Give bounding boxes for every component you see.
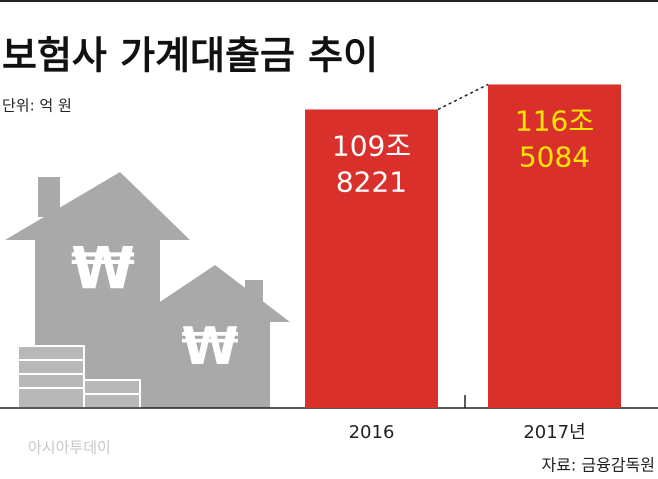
bar [305,109,438,409]
value-label: 109조 8221 [332,129,411,198]
svg-text:₩: ₩ [181,317,238,377]
unit-label: 단위: 억 원 [2,97,72,115]
x-tick-label: 2016 [349,422,395,443]
bar [488,84,621,408]
chart-title: 보험사 가계대출금 추이 [2,34,378,78]
connector [437,83,489,111]
value-label: 116조 5084 [515,104,594,173]
svg-text:₩: ₩ [71,234,135,302]
won-icons: ₩ ₩ [71,234,239,377]
watermark: 아시아투데이 [28,439,111,457]
money-stack [17,345,141,409]
source: 자료: 금융감독원 [541,456,655,475]
x-tick-label: 2017년 [523,422,585,443]
